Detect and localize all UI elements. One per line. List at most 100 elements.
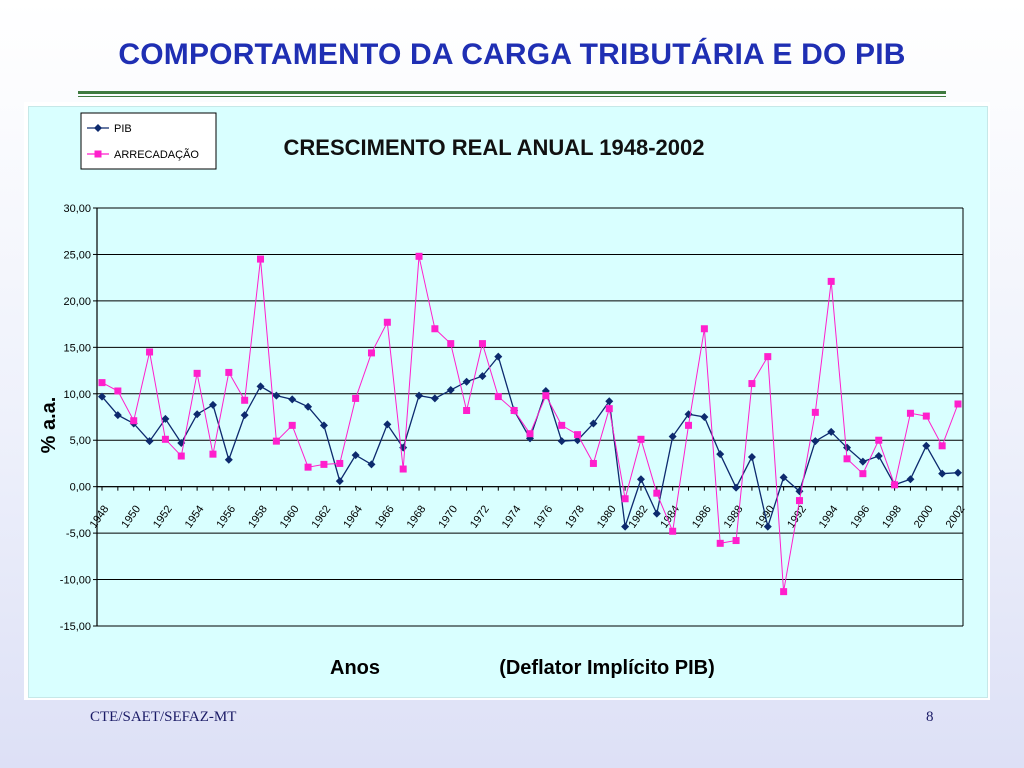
- legend-label: ARRECADAÇÃO: [114, 148, 199, 161]
- data-point-pib: [700, 413, 709, 421]
- data-point-arrecadacao: [764, 353, 772, 361]
- data-point-arrecadacao: [526, 430, 534, 438]
- series-line-arrecada-o: [101, 256, 959, 592]
- x-axis-note: (Deflator Implícito PIB): [499, 657, 715, 679]
- x-tick-label: 1988: [722, 503, 746, 530]
- data-point-pib: [605, 397, 614, 406]
- data-point-pib: [145, 437, 154, 446]
- data-point-arrecadacao: [130, 417, 138, 425]
- data-point-pib: [827, 427, 836, 436]
- y-tick-label: 10,00: [63, 389, 91, 401]
- data-point-arrecadacao: [700, 325, 708, 333]
- data-point-pib: [938, 469, 947, 478]
- data-point-arrecadacao: [352, 394, 360, 402]
- data-point-pib: [954, 468, 962, 477]
- line-chart: CRESCIMENTO REAL ANUAL 1948-2002 30,00 25,…: [38, 112, 968, 679]
- data-point-arrecadacao: [637, 435, 645, 443]
- data-point-arrecadacao: [906, 409, 914, 417]
- x-tick-label: 1974: [500, 503, 524, 530]
- data-point-arrecadacao: [463, 406, 471, 414]
- data-point-pib: [874, 452, 883, 461]
- x-tick-label: 1976: [531, 503, 555, 530]
- data-point-pib: [779, 473, 788, 482]
- x-tick-label: 1962: [310, 503, 334, 530]
- y-tick-label: -10,00: [60, 575, 91, 587]
- data-point-arrecadacao: [336, 459, 344, 467]
- data-point-arrecadacao: [415, 252, 423, 260]
- data-point-pib: [906, 475, 915, 484]
- data-point-arrecadacao: [241, 396, 249, 404]
- data-point-pib: [256, 382, 265, 391]
- x-tick-label: 1964: [341, 503, 365, 530]
- data-point-arrecadacao: [209, 450, 217, 458]
- x-tick-label: 1948: [88, 503, 112, 530]
- x-axis-label: Anos: [330, 657, 380, 679]
- data-point-arrecadacao: [225, 368, 233, 376]
- legend-marker: [94, 124, 102, 132]
- data-point-arrecadacao: [510, 406, 518, 414]
- y-tick-label: 25,00: [63, 249, 91, 261]
- x-tick-label: 1998: [880, 503, 904, 530]
- y-tick-label: 20,00: [63, 296, 91, 308]
- y-axis-label: % a.a.: [38, 397, 60, 454]
- data-point-pib: [716, 450, 725, 459]
- data-point-pib: [478, 372, 487, 381]
- data-point-pib: [589, 419, 598, 428]
- data-point-arrecadacao: [272, 437, 280, 445]
- data-point-arrecadacao: [922, 412, 930, 420]
- data-point-arrecadacao: [447, 340, 455, 348]
- data-point-arrecadacao: [161, 435, 169, 443]
- legend-label: PIB: [114, 123, 132, 135]
- data-point-pib: [319, 421, 328, 430]
- data-point-pib: [161, 414, 170, 423]
- chart-area: CRESCIMENTO REAL ANUAL 1948-2002 30,00 25,…: [28, 106, 988, 698]
- x-tick-label: 1982: [627, 503, 651, 530]
- x-tick-label: 1958: [246, 503, 270, 530]
- data-point-arrecadacao: [954, 400, 962, 408]
- y-tick-label: 0,00: [70, 482, 91, 494]
- data-point-pib: [224, 455, 233, 464]
- data-point-pib: [272, 391, 281, 400]
- data-point-arrecadacao: [605, 405, 613, 413]
- y-tick-label: -15,00: [60, 621, 91, 633]
- data-point-arrecadacao: [795, 497, 803, 505]
- data-point-pib: [732, 483, 741, 492]
- data-point-arrecadacao: [716, 539, 724, 547]
- data-point-pib: [98, 392, 106, 401]
- data-point-arrecadacao: [859, 470, 867, 478]
- data-point-arrecadacao: [558, 421, 566, 429]
- data-point-pib: [843, 443, 852, 452]
- data-point-pib: [858, 457, 867, 466]
- data-point-arrecadacao: [542, 392, 550, 400]
- data-point-pib: [668, 432, 677, 441]
- data-point-arrecadacao: [478, 340, 486, 348]
- data-point-arrecadacao: [399, 465, 407, 473]
- x-tick-label: 1972: [468, 503, 492, 530]
- data-point-pib: [113, 411, 122, 420]
- x-tick-label: 1994: [817, 503, 841, 530]
- data-point-pib: [383, 420, 392, 429]
- x-tick-label: 1986: [690, 503, 714, 530]
- x-tick-label: 1978: [563, 503, 587, 530]
- data-point-arrecadacao: [891, 481, 899, 489]
- title-divider-thin: [78, 96, 946, 97]
- data-point-pib: [462, 377, 471, 386]
- legend-marker: [94, 150, 102, 158]
- data-point-arrecadacao: [494, 393, 502, 401]
- data-point-arrecadacao: [383, 318, 391, 326]
- data-point-pib: [304, 402, 313, 411]
- x-tick-label: 1950: [119, 503, 143, 530]
- page-number: 8: [926, 709, 934, 725]
- y-tick-label: 15,00: [63, 342, 91, 354]
- x-tick-label: 2002: [944, 503, 968, 530]
- x-tick-label: 1968: [405, 503, 429, 530]
- x-tick-label: 1970: [436, 503, 460, 530]
- data-point-arrecadacao: [114, 387, 122, 395]
- data-point-arrecadacao: [811, 408, 819, 416]
- data-point-pib: [446, 386, 455, 395]
- data-point-arrecadacao: [732, 537, 740, 545]
- y-tick-label: -5,00: [66, 528, 91, 540]
- data-point-pib: [747, 452, 756, 461]
- x-tick-label: 1954: [183, 503, 207, 530]
- data-point-pib: [922, 441, 931, 450]
